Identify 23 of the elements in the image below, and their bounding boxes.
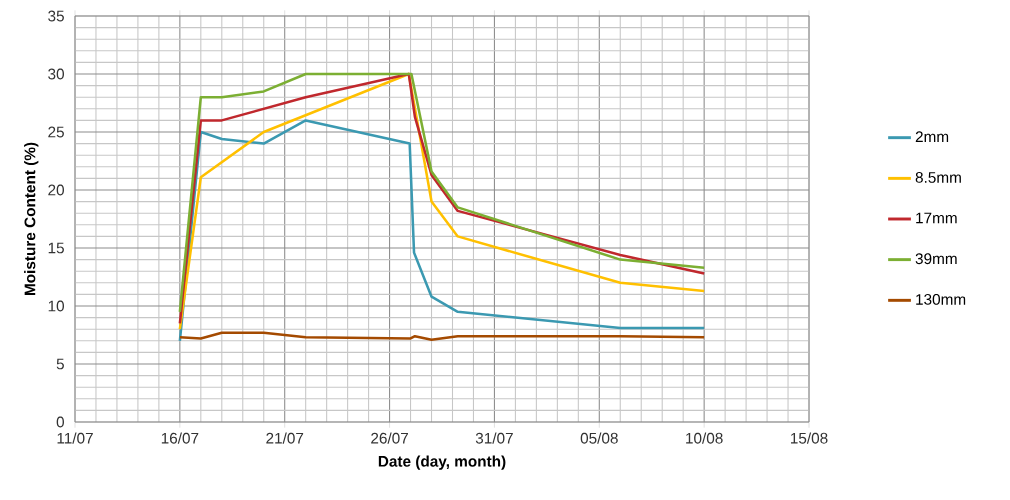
x-tick-label: 10/08 [686,432,723,444]
y-tick-label: 0 [56,416,64,428]
y-tick-label: 20 [48,184,64,196]
legend-label: 130mm [916,293,966,305]
x-axis-title: Date (day, month) [378,455,506,470]
y-tick-label: 35 [48,10,64,22]
x-tick-label: 31/07 [475,432,513,444]
legend-label: 17mm [916,212,957,224]
y-tick-label: 10 [48,300,64,312]
legend-label: 8.5mm [915,172,961,183]
y-tick-label: 5 [56,358,64,370]
y-axis-title: Moisture Content (%) [24,142,39,296]
x-tick-label: 11/07 [57,432,93,444]
legend-label: 2mm [915,131,949,143]
y-tick-label: 15 [48,242,64,254]
x-tick-label: 15/08 [790,432,828,444]
y-tick-label: 30 [48,68,64,80]
legend-label: 39mm [915,253,957,265]
x-tick-label: 26/07 [371,432,408,444]
x-tick-label: 21/07 [266,432,304,444]
y-tick-label: 25 [48,126,64,138]
x-tick-label: 16/07 [161,432,199,444]
x-tick-label: 05/08 [580,432,618,444]
